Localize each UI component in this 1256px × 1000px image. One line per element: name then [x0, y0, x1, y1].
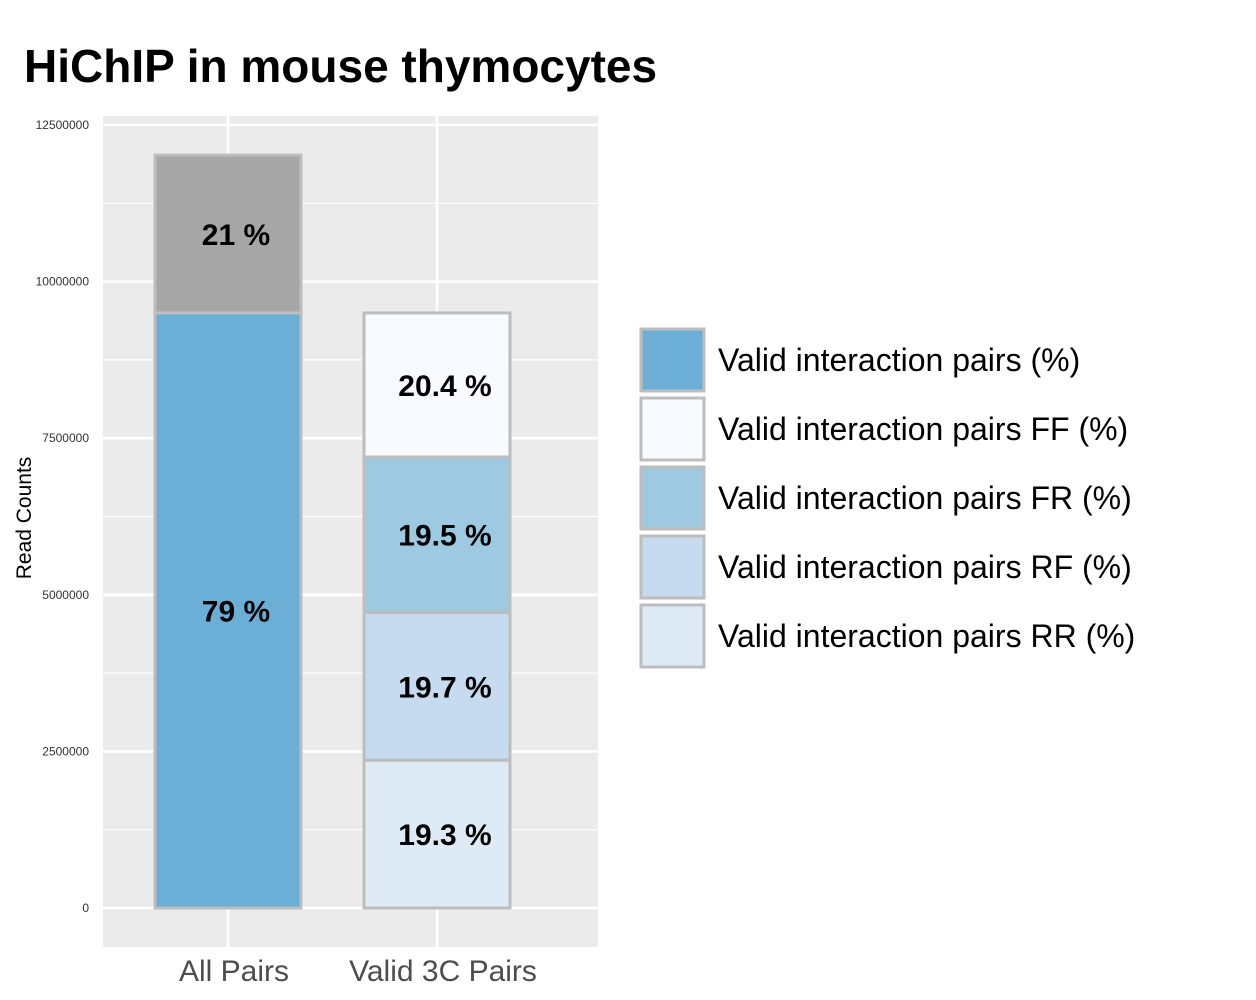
- legend-key: [639, 603, 706, 669]
- x-tick-label: Valid 3C Pairs: [349, 955, 537, 988]
- y-axis-ticks: 0 2500000 5000000 7500000 10000000 12500000: [36, 118, 90, 915]
- bar-segment: [362, 311, 512, 459]
- y-tick-label: 12500000: [36, 118, 90, 132]
- bar-segment-label: 19.5 %: [398, 520, 491, 553]
- legend-key: [639, 327, 706, 393]
- bar-segment: [362, 455, 512, 614]
- legend-label: Valid interaction pairs FR (%): [718, 480, 1132, 516]
- legend: Valid interaction pairs (%) Valid interac…: [639, 327, 1135, 669]
- y-tick-label: 0: [82, 901, 89, 915]
- bar-segment: [362, 758, 512, 910]
- chart-title: HiChIP in mouse thymocytes: [24, 40, 657, 92]
- legend-label: Valid interaction pairs RR (%): [718, 618, 1135, 654]
- bar-segment: [362, 610, 512, 762]
- bar-segment-label: 79 %: [202, 595, 270, 628]
- bar-segment-label: 20.4 %: [398, 370, 491, 403]
- y-axis-label: Read Counts: [13, 457, 36, 580]
- y-tick-label: 2500000: [42, 744, 89, 758]
- legend-key: [639, 534, 706, 600]
- y-tick-label: 10000000: [36, 275, 90, 289]
- legend-key: [639, 396, 706, 462]
- legend-label: Valid interaction pairs (%): [718, 342, 1080, 378]
- bar-segment-label: 19.3 %: [398, 819, 491, 852]
- legend-label: Valid interaction pairs FF (%): [718, 411, 1128, 447]
- y-tick-label: 5000000: [42, 588, 89, 602]
- bars: 79 % 21 % 19.3 % 19.7 % 19.5 % 20.4 %: [153, 153, 512, 910]
- x-axis-ticks: All Pairs Valid 3C Pairs: [179, 955, 537, 988]
- y-tick-label: 7500000: [42, 431, 89, 445]
- bar-segment-label: 21 %: [202, 219, 270, 252]
- legend-key: [639, 465, 706, 531]
- bar-segment-label: 19.7 %: [398, 671, 491, 704]
- bar-segment: [153, 311, 303, 910]
- x-tick-label: All Pairs: [179, 955, 289, 988]
- bar-segment: [153, 153, 303, 315]
- legend-label: Valid interaction pairs RF (%): [718, 549, 1132, 585]
